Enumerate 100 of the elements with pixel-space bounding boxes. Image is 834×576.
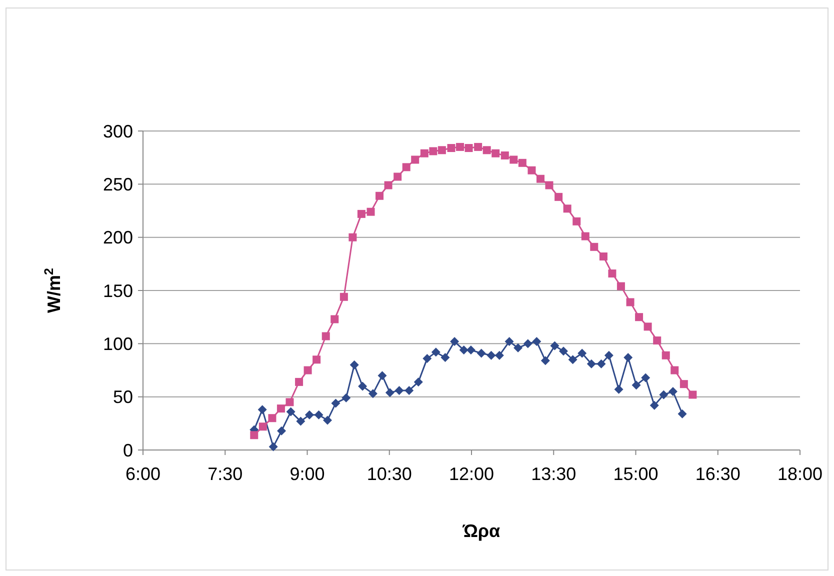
point [486,350,496,360]
point [258,405,267,414]
point [494,350,504,360]
point [688,390,697,399]
point [678,409,687,418]
point [358,382,368,391]
point [384,181,392,190]
x-tick-label: 16:30 [695,464,740,484]
point [474,142,482,151]
point [599,252,608,260]
point [670,366,679,374]
x-tick-label: 7:30 [208,464,243,484]
point [510,156,518,164]
point [554,192,563,201]
point [429,147,438,156]
point [626,298,634,306]
point [536,174,544,183]
point [414,377,423,386]
point [357,210,366,218]
point [342,393,351,402]
point [616,282,625,290]
x-tick-label: 10:30 [366,464,412,484]
point [314,410,324,420]
point [447,144,456,152]
point [431,348,440,357]
point [330,315,339,324]
point [323,416,332,425]
x-tick-label: 13:30 [531,464,576,484]
point [322,332,330,340]
point [286,398,294,406]
point [635,313,644,322]
y-tick-label: 150 [102,280,133,301]
point [563,204,572,213]
point [641,373,650,382]
point [250,431,258,440]
point [277,426,286,436]
point [632,380,641,390]
point [572,217,581,226]
point [550,341,560,350]
point [581,232,590,240]
point [680,380,688,388]
point [500,151,509,160]
x-tick-label: 15:00 [613,464,658,484]
point [422,354,432,364]
point [523,339,532,348]
x-tick-label: 6:00 [125,464,161,484]
x-tick-label: 9:00 [290,464,325,484]
point [514,343,523,352]
point [394,172,402,181]
point [644,322,652,331]
point [464,144,473,152]
x-axis-title: Ώρα [462,521,500,541]
point [404,386,414,395]
point [295,378,304,386]
point [568,355,578,364]
point [276,404,285,413]
point [286,407,296,416]
point [350,360,359,370]
y-tick-label: 250 [102,174,133,194]
point [340,292,348,301]
point [304,366,312,374]
point [440,352,450,362]
point [614,384,624,394]
point [578,348,587,358]
point [590,242,598,251]
point [492,149,500,158]
point [368,389,378,398]
point [545,181,554,190]
point [586,359,596,368]
point [268,442,278,452]
point [394,386,404,395]
y-tick-label: 300 [102,121,133,142]
point [650,400,659,410]
point [540,356,550,366]
point [558,346,568,356]
point [258,422,267,431]
point [348,233,357,242]
x-tick-label: 12:00 [448,464,494,484]
point [385,388,394,398]
point [304,410,314,420]
point [518,158,526,167]
point [331,398,340,408]
point [476,348,486,358]
point [376,192,384,200]
point [450,337,460,346]
point [456,142,464,151]
point [504,337,514,346]
point [662,351,670,360]
y-tick-label: 100 [102,334,133,354]
point [668,387,678,396]
point [659,390,668,400]
point [420,149,428,158]
point [312,356,321,364]
point [459,346,468,355]
point [366,208,375,216]
point [482,146,491,154]
point [402,163,410,172]
point [268,414,276,422]
point [528,166,536,174]
y-tick-label: 0 [122,440,133,460]
